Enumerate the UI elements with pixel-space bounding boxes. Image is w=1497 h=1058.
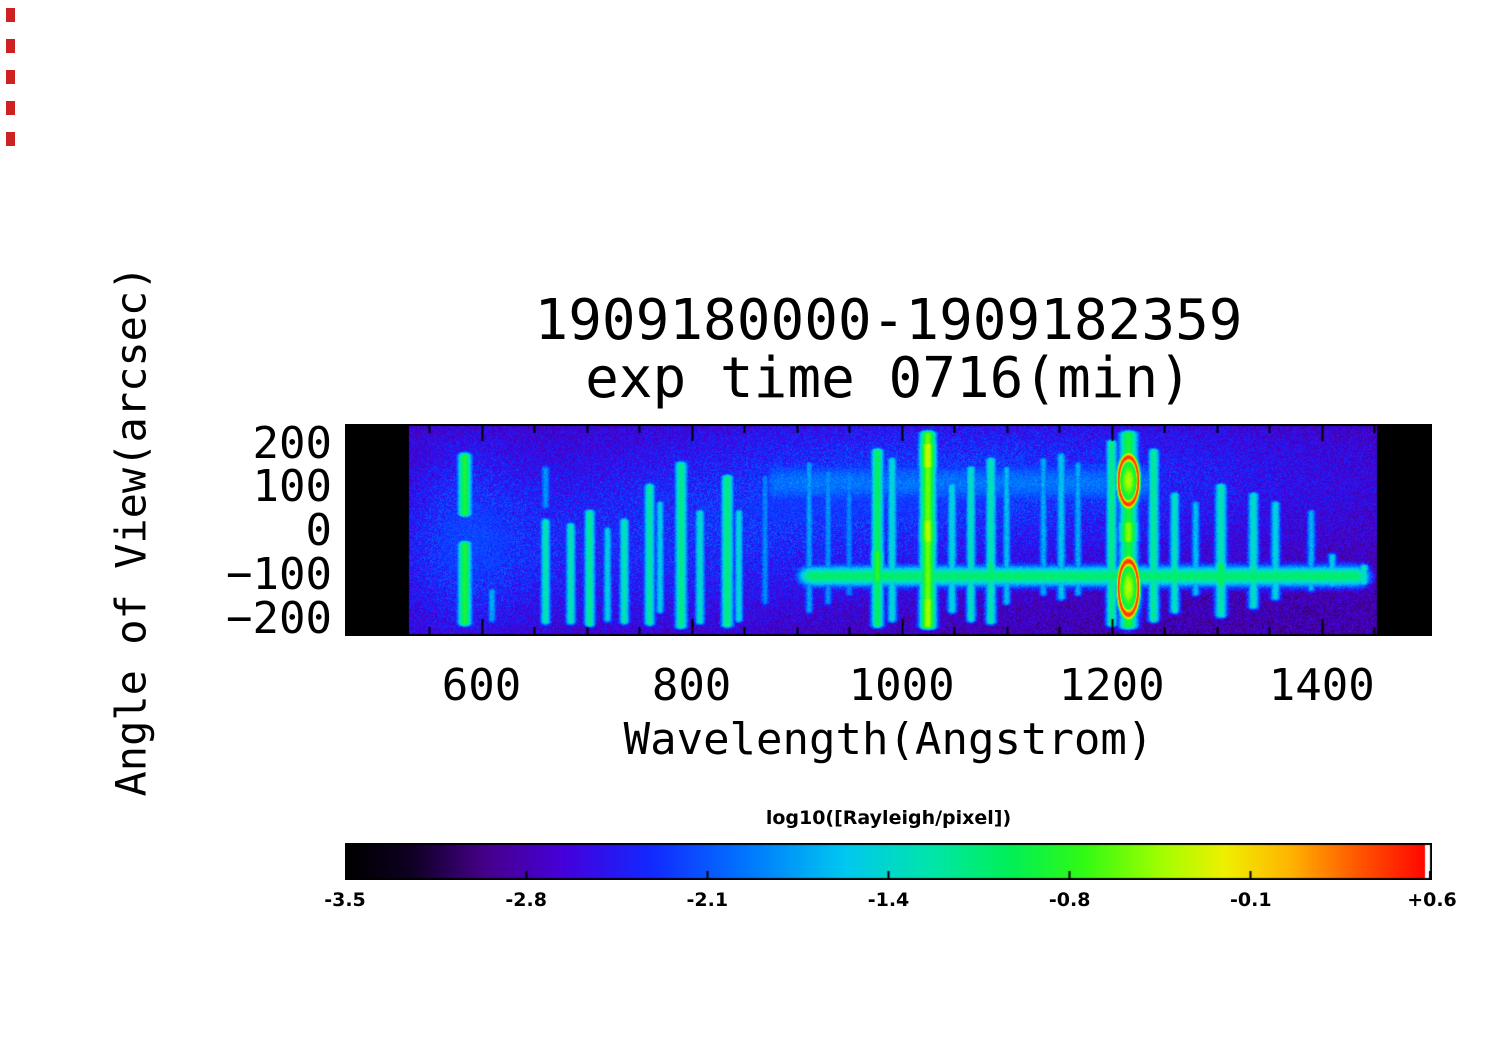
chart-subtitle: exp time 0716(min) (585, 346, 1192, 411)
colorbar-tick-label-1: -2.8 (505, 889, 547, 911)
colorbar-tick-label-0: -3.5 (324, 889, 366, 911)
chart-title: 1909180000-1909182359 (534, 288, 1243, 353)
colorbar-tick-label-4: -0.8 (1048, 889, 1091, 911)
spectrogram-heatmap-canvas (345, 424, 1432, 636)
colorbar-tick-label-5: -0.1 (1230, 889, 1272, 911)
colorbar-tick-label-6: +0.6 (1407, 889, 1457, 911)
x-axis-label: Wavelength(Angstrom) (623, 714, 1154, 765)
y-tick-label--100: −100 (226, 548, 332, 600)
corner-mark (6, 132, 15, 146)
x-tick-label-1000: 1000 (848, 660, 955, 711)
colorbar-tick-label-2: -2.1 (686, 889, 729, 911)
x-tick-label-1200: 1200 (1058, 660, 1165, 711)
x-tick-label-800: 800 (651, 660, 732, 711)
y-tick-label-100: 100 (252, 461, 332, 513)
colorbar-canvas (345, 843, 1432, 880)
corner-mark (6, 70, 15, 84)
x-tick-label-600: 600 (441, 660, 522, 711)
y-tick-label-0: 0 (305, 505, 333, 557)
y-tick-label-200: 200 (252, 417, 332, 469)
corner-mark (6, 39, 15, 53)
colorbar-label: log10([Rayleigh/pixel]) (765, 807, 1012, 829)
x-tick-label-1400: 1400 (1268, 660, 1375, 711)
y-tick-label--200: −200 (226, 592, 332, 644)
y-axis-label: Angle of View(arcsec) (106, 265, 156, 797)
corner-mark (6, 8, 15, 22)
colorbar-tick-label-3: -1.4 (867, 889, 910, 911)
corner-mark (6, 101, 15, 115)
